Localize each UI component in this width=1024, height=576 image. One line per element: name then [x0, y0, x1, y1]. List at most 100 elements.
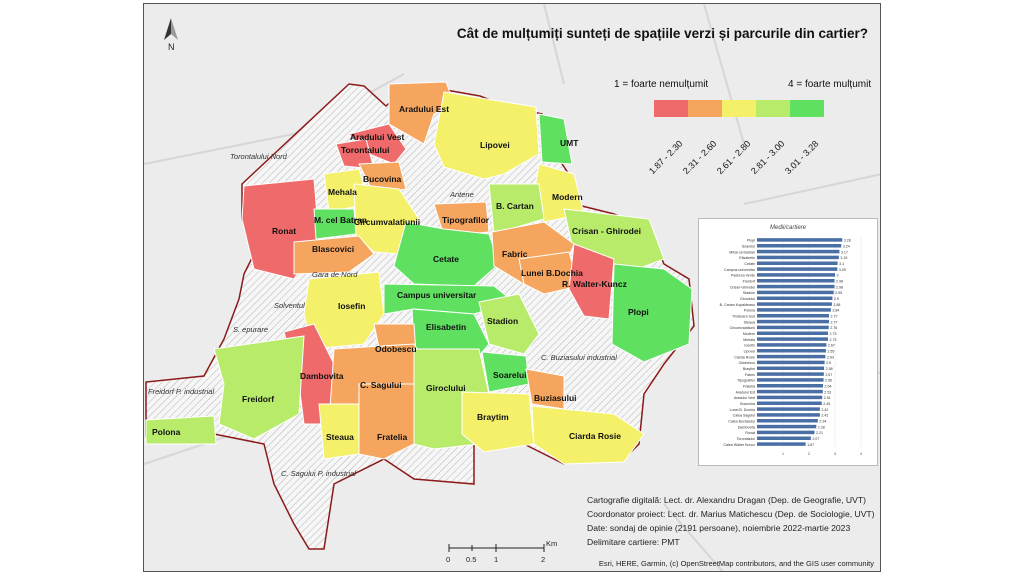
chart-bar: [757, 261, 838, 265]
chart-value-label: 2.98: [836, 280, 843, 284]
chart-value-label: 3.15: [840, 256, 847, 260]
district-polygon: [358, 383, 415, 460]
chart-category-label: Cetate: [744, 262, 755, 266]
map-canvas: [144, 4, 880, 571]
legend-swatch: [722, 100, 756, 117]
district-label: Buziasului: [534, 393, 577, 403]
north-arrow-icon: [161, 18, 181, 49]
district-polygon: [525, 368, 565, 410]
chart-value-label: 3.24: [843, 245, 850, 249]
chart-value-label: 2.67: [828, 344, 835, 348]
scale-tick-label: 0.5: [466, 555, 477, 564]
legend-swatch: [688, 100, 722, 117]
chart-category-label: Stadion: [743, 291, 755, 295]
chart-value-label: 2.73: [829, 332, 836, 336]
chart-value-label: 2.98: [836, 285, 843, 289]
scale-tick-label: 1: [494, 555, 499, 564]
chart-category-label: Torontalului: [737, 437, 756, 441]
chart-bar: [757, 401, 822, 405]
legend-swatch: [790, 100, 824, 117]
chart-bar: [757, 337, 828, 341]
scale-tick-label: 0: [446, 555, 451, 564]
chart-category-label: Tipografilor: [737, 379, 756, 383]
district-label: Fratelia: [377, 432, 408, 442]
chart-category-label: Crisan-Ghirodei: [730, 285, 755, 289]
district-label: Tipografilor: [442, 215, 490, 225]
area-label: S. epurare: [233, 325, 269, 334]
district-polygons: [145, 81, 693, 465]
chart-value-label: 2.56: [825, 379, 832, 383]
chart-value-label: 2.53: [824, 390, 831, 394]
chart-value-label: 2.95: [835, 291, 842, 295]
chart-bar: [757, 349, 826, 353]
district-label: Elisabetin: [426, 322, 467, 332]
chart-value-label: 2.9: [834, 297, 839, 301]
chart-bar: [757, 407, 820, 411]
chart-value-label: 3: [837, 274, 839, 278]
chart-bar: [757, 372, 824, 376]
chart-bar: [757, 442, 806, 446]
area-label: Antene: [450, 190, 474, 199]
area-label: C. Sagului P. industrial: [281, 469, 356, 478]
credit-line: Cartografie digitală: Lect. dr. Alexandr…: [587, 495, 866, 505]
chart-value-label: 3.09: [839, 268, 846, 272]
chart-value-label: 2.88: [833, 303, 840, 307]
chart-bar: [757, 419, 818, 423]
chart-category-label: Bucovina: [740, 402, 755, 406]
chart-category-label: Lipovei: [744, 350, 756, 354]
chart-category-label: Modern: [743, 332, 755, 336]
district-polygon: [478, 293, 540, 355]
chart-value-label: 2.34: [819, 420, 826, 424]
credit-line: Delimitare cartiere: PMT: [587, 537, 680, 547]
chart-category-label: Ciarda Rosie: [734, 355, 755, 359]
chart-value-label: 2.77: [831, 320, 838, 324]
chart-category-label: Calea Walter Kuncz: [723, 443, 755, 447]
chart-svg: 1 2 3 4 Plopi 3.28 Soarelui 3.24 Mihai cel Batra…: [720, 237, 863, 456]
chart-value-label: 2.51: [824, 396, 831, 400]
chart-bar: [757, 395, 823, 400]
chart-category-label: Ronat: [745, 431, 755, 435]
chart-value-label: 2.77: [831, 315, 838, 319]
district-label: Odobescu: [375, 344, 417, 354]
chart-category-label: Mihai cel Batran: [729, 250, 755, 254]
chart-category-label: Polona: [744, 309, 755, 313]
scale-high-label: 4 = foarte mulțumit: [788, 79, 872, 90]
district-label: Lipovei: [480, 140, 510, 150]
chart-value-label: 2.57: [825, 373, 832, 377]
chart-bar: [757, 302, 832, 306]
inset-bar-chart: Medii/cartiere 1 2 3 4 Plopi 3.28 Soarelui 3.24…: [698, 218, 878, 466]
district-label: Freidorf: [242, 394, 275, 404]
chart-category-label: Braytim: [743, 367, 755, 371]
chart-bar: [757, 343, 827, 347]
chart-bar: [757, 279, 835, 283]
district-label: Braytim: [477, 412, 509, 422]
chart-category-label: Padurea Verde: [731, 274, 755, 278]
chart-category-label: Calea Sagului: [733, 414, 756, 418]
chart-bar: [757, 319, 830, 324]
legend-swatch: [756, 100, 790, 117]
chart-bar: [757, 314, 830, 318]
district-polygon: [461, 391, 535, 453]
scale-unit: Km: [546, 539, 558, 548]
chart-bar: [757, 325, 829, 330]
chart-category-label: Plopi: [747, 239, 755, 243]
chart-bar: [757, 296, 833, 300]
district-label: Aradului Vest: [350, 132, 405, 142]
chart-title: Medii/cartiere: [769, 225, 806, 231]
chart-category-label: Campus universitar: [724, 268, 756, 272]
chart-category-label: Fabric: [745, 373, 755, 377]
chart-value-label: 2.07: [812, 437, 819, 441]
chart-value-label: 2.21: [816, 431, 823, 435]
chart-category-label: Aradului Est: [736, 390, 755, 394]
attribution: Esri, HERE, Garmin, (c) OpenStreetMap co…: [598, 559, 874, 568]
chart-category-label: Mehala: [743, 338, 755, 342]
chart-bar: [757, 354, 826, 359]
district-polygon: [433, 91, 540, 180]
chart-value-label: 2.65: [827, 350, 834, 354]
chart-category-label: Elisabetin: [739, 256, 755, 260]
chart-value-label: 3.17: [841, 250, 848, 254]
map-frame: N Cât de mulțumiți sunteți de spațiile v…: [143, 3, 881, 572]
area-label: C. Buziasului industrial: [541, 353, 617, 362]
district-label: Ciarda Rosie: [569, 431, 621, 441]
chart-bar: [757, 424, 817, 429]
